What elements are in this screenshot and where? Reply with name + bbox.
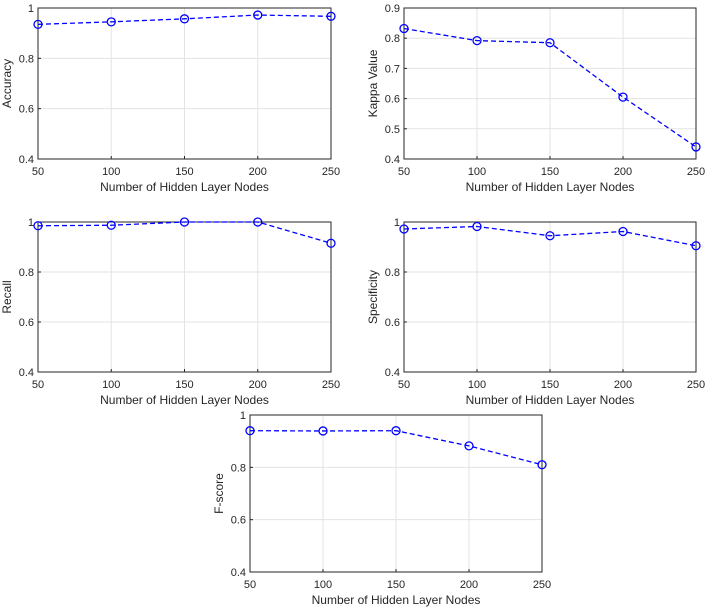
x-axis-label: Number of Hidden Layer Nodes bbox=[100, 393, 269, 407]
x-tick-label: 200 bbox=[460, 579, 478, 591]
x-tick-label: 200 bbox=[249, 166, 267, 178]
chart-panel-5: 50 100 150 200 250 0.4 0.6 0.8 1 Number of Hidden… bbox=[212, 410, 551, 607]
y-tick-label: 0.5 bbox=[385, 124, 400, 136]
data-point bbox=[106, 17, 116, 27]
y-axis-label: Specificity bbox=[366, 270, 380, 324]
x-tick-label: 150 bbox=[175, 379, 193, 391]
x-tick-label: 150 bbox=[541, 379, 559, 391]
y-axis-label: Accuracy bbox=[0, 59, 14, 108]
y-axis-label: F-score bbox=[212, 473, 226, 514]
y-tick-label: 0.4 bbox=[19, 367, 34, 379]
y-axis-label: Recall bbox=[0, 280, 14, 313]
data-point bbox=[179, 217, 190, 227]
x-tick-label: 50 bbox=[32, 379, 44, 391]
data-point bbox=[691, 241, 701, 251]
data-point bbox=[106, 220, 116, 230]
data-point bbox=[33, 221, 43, 231]
y-tick-label: 0.6 bbox=[385, 94, 400, 106]
x-tick-label: 100 bbox=[468, 379, 486, 391]
data-point bbox=[618, 226, 628, 237]
y-tick-label: 0.8 bbox=[19, 267, 34, 279]
series-line bbox=[37, 221, 332, 244]
x-tick-label: 250 bbox=[322, 379, 340, 391]
x-tick-label: 200 bbox=[249, 379, 267, 391]
series-line bbox=[249, 430, 543, 466]
x-tick-label: 150 bbox=[387, 579, 405, 591]
series-line bbox=[403, 27, 697, 148]
data-point bbox=[326, 238, 336, 248]
data-point bbox=[33, 19, 43, 30]
data-point bbox=[464, 441, 474, 451]
y-tick-label: 0.4 bbox=[385, 367, 400, 379]
data-point bbox=[245, 426, 255, 436]
x-tick-label: 50 bbox=[244, 579, 256, 591]
x-axis-label: Number of Hidden Layer Nodes bbox=[466, 180, 635, 194]
y-tick-label: 0.9 bbox=[385, 3, 400, 15]
data-point bbox=[179, 14, 190, 24]
x-tick-label: 250 bbox=[533, 579, 551, 591]
y-tick-label: 0.6 bbox=[19, 317, 34, 329]
series-line bbox=[403, 225, 697, 247]
x-tick-label: 200 bbox=[614, 166, 632, 178]
data-point bbox=[326, 11, 336, 21]
y-tick-label: 0.8 bbox=[385, 267, 400, 279]
y-tick-label: 0.6 bbox=[231, 515, 246, 527]
y-tick-label: 1 bbox=[28, 3, 34, 15]
y-tick-label: 0.6 bbox=[385, 317, 400, 329]
x-tick-label: 250 bbox=[687, 379, 705, 391]
x-tick-label: 200 bbox=[614, 379, 632, 391]
x-tick-label: 50 bbox=[398, 166, 410, 178]
y-tick-label: 0.7 bbox=[385, 63, 400, 75]
y-tick-label: 1 bbox=[394, 217, 400, 229]
data-point bbox=[537, 460, 547, 470]
x-axis-label: Number of Hidden Layer Nodes bbox=[312, 593, 481, 607]
x-tick-label: 250 bbox=[322, 166, 340, 178]
chart-panel-4: 50 100 150 200 250 0.4 0.6 0.8 1 Number of Hidden… bbox=[366, 217, 705, 407]
x-tick-label: 150 bbox=[175, 166, 193, 178]
data-point bbox=[399, 224, 409, 234]
y-tick-label: 1 bbox=[240, 410, 246, 422]
x-tick-label: 50 bbox=[32, 166, 44, 178]
y-tick-label: 0.4 bbox=[19, 154, 34, 166]
data-point bbox=[545, 38, 555, 48]
chart-panel-1: 50 100 150 200 250 0.4 0.6 0.8 1 Number of Hidden… bbox=[0, 3, 340, 194]
series-line bbox=[37, 14, 332, 26]
data-point bbox=[318, 426, 328, 436]
x-tick-label: 100 bbox=[314, 579, 332, 591]
x-tick-label: 100 bbox=[468, 166, 486, 178]
chart-panel-3: 50 100 150 200 250 0.4 0.6 0.8 1 Number of Hidden… bbox=[0, 217, 340, 407]
y-tick-label: 0.6 bbox=[19, 104, 34, 116]
data-point bbox=[399, 23, 409, 34]
x-axis-label: Number of Hidden Layer Nodes bbox=[466, 393, 635, 407]
x-tick-label: 250 bbox=[687, 166, 705, 178]
data-point bbox=[253, 10, 263, 20]
x-tick-label: 100 bbox=[102, 379, 120, 391]
y-tick-label: 0.8 bbox=[385, 33, 400, 45]
data-point bbox=[472, 35, 482, 46]
y-tick-label: 0.8 bbox=[231, 462, 246, 474]
x-tick-label: 150 bbox=[541, 166, 559, 178]
y-tick-label: 0.4 bbox=[385, 154, 400, 166]
x-tick-label: 100 bbox=[102, 166, 120, 178]
y-axis-label: Kappa Value bbox=[366, 49, 380, 117]
data-point bbox=[691, 142, 701, 152]
data-point bbox=[391, 426, 401, 436]
y-tick-label: 0.4 bbox=[231, 567, 246, 579]
y-tick-label: 0.8 bbox=[19, 53, 34, 65]
x-tick-label: 50 bbox=[398, 379, 410, 391]
data-point bbox=[253, 217, 263, 227]
data-point bbox=[472, 221, 482, 232]
chart-panel-2: 50 100 150 200 250 0.4 0.5 0.6 0.7 0.8 0.9 Number o… bbox=[366, 3, 705, 194]
y-tick-label: 1 bbox=[28, 217, 34, 229]
x-axis-label: Number of Hidden Layer Nodes bbox=[100, 180, 269, 194]
data-point bbox=[545, 231, 555, 241]
data-point bbox=[618, 92, 628, 102]
